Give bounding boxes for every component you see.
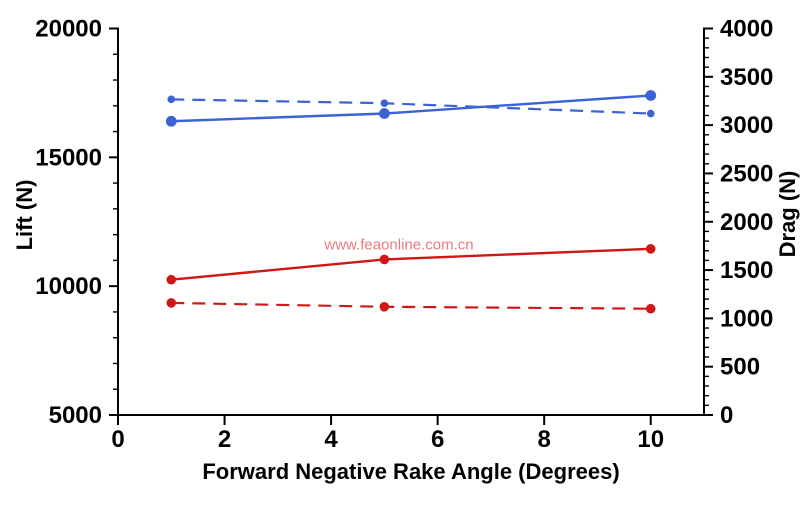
tick-labels: 5000 10000 15000 20000 0 500 1000 1500 2000 2500 3…	[35, 16, 773, 454]
right-tick-label: 4000	[720, 16, 773, 43]
data-point-drag-dashed	[645, 303, 656, 314]
data-point-drag-dashed	[166, 298, 177, 308]
left-tick-label: 20000	[35, 16, 102, 43]
axis-ticks	[109, 27, 713, 425]
x-tick-label: 10	[637, 426, 664, 453]
right-axis-title: Drag (N)	[775, 170, 800, 258]
data-point-lift-dashed	[646, 109, 655, 118]
x-tick-label: 2	[218, 426, 231, 453]
right-tick-label: 500	[720, 354, 760, 381]
right-tick-label: 2500	[720, 160, 773, 187]
data-point-lift-solid	[165, 115, 177, 127]
data-point-lift-solid	[378, 108, 390, 119]
data-point-lift-solid	[645, 90, 657, 101]
x-tick-label: 6	[431, 426, 444, 453]
x-tick-label: 8	[538, 426, 551, 453]
watermark-text: www.feaonline.com.cn	[324, 236, 474, 254]
left-tick-label: 10000	[35, 273, 102, 300]
data-point-lift-dashed	[380, 99, 389, 108]
right-tick-label: 3500	[720, 64, 773, 91]
left-tick-label: 5000	[49, 402, 102, 429]
right-tick-label: 1000	[720, 305, 773, 332]
left-axis-title: Lift (N)	[12, 179, 37, 251]
data-point-lift-dashed	[167, 95, 176, 104]
right-tick-label: 0	[720, 402, 733, 429]
x-axis-title: Forward Negative Rake Angle (Degrees)	[202, 459, 620, 484]
data-point-drag-solid	[379, 254, 390, 265]
left-tick-label: 15000	[35, 144, 102, 171]
x-tick-label: 4	[324, 426, 338, 453]
axes	[117, 27, 705, 416]
data-point-drag-dashed	[379, 301, 390, 312]
right-tick-label: 3000	[720, 112, 773, 139]
right-tick-label: 2000	[720, 209, 773, 236]
data-point-drag-solid	[645, 244, 656, 254]
series-lift-solid	[165, 90, 657, 127]
right-tick-label: 1500	[720, 257, 773, 284]
data-point-drag-solid	[166, 274, 177, 285]
series-drag-dashed	[166, 298, 656, 314]
series-drag-solid	[166, 244, 656, 285]
series-lift-dashed	[167, 95, 655, 118]
x-tick-label: 0	[111, 426, 124, 453]
